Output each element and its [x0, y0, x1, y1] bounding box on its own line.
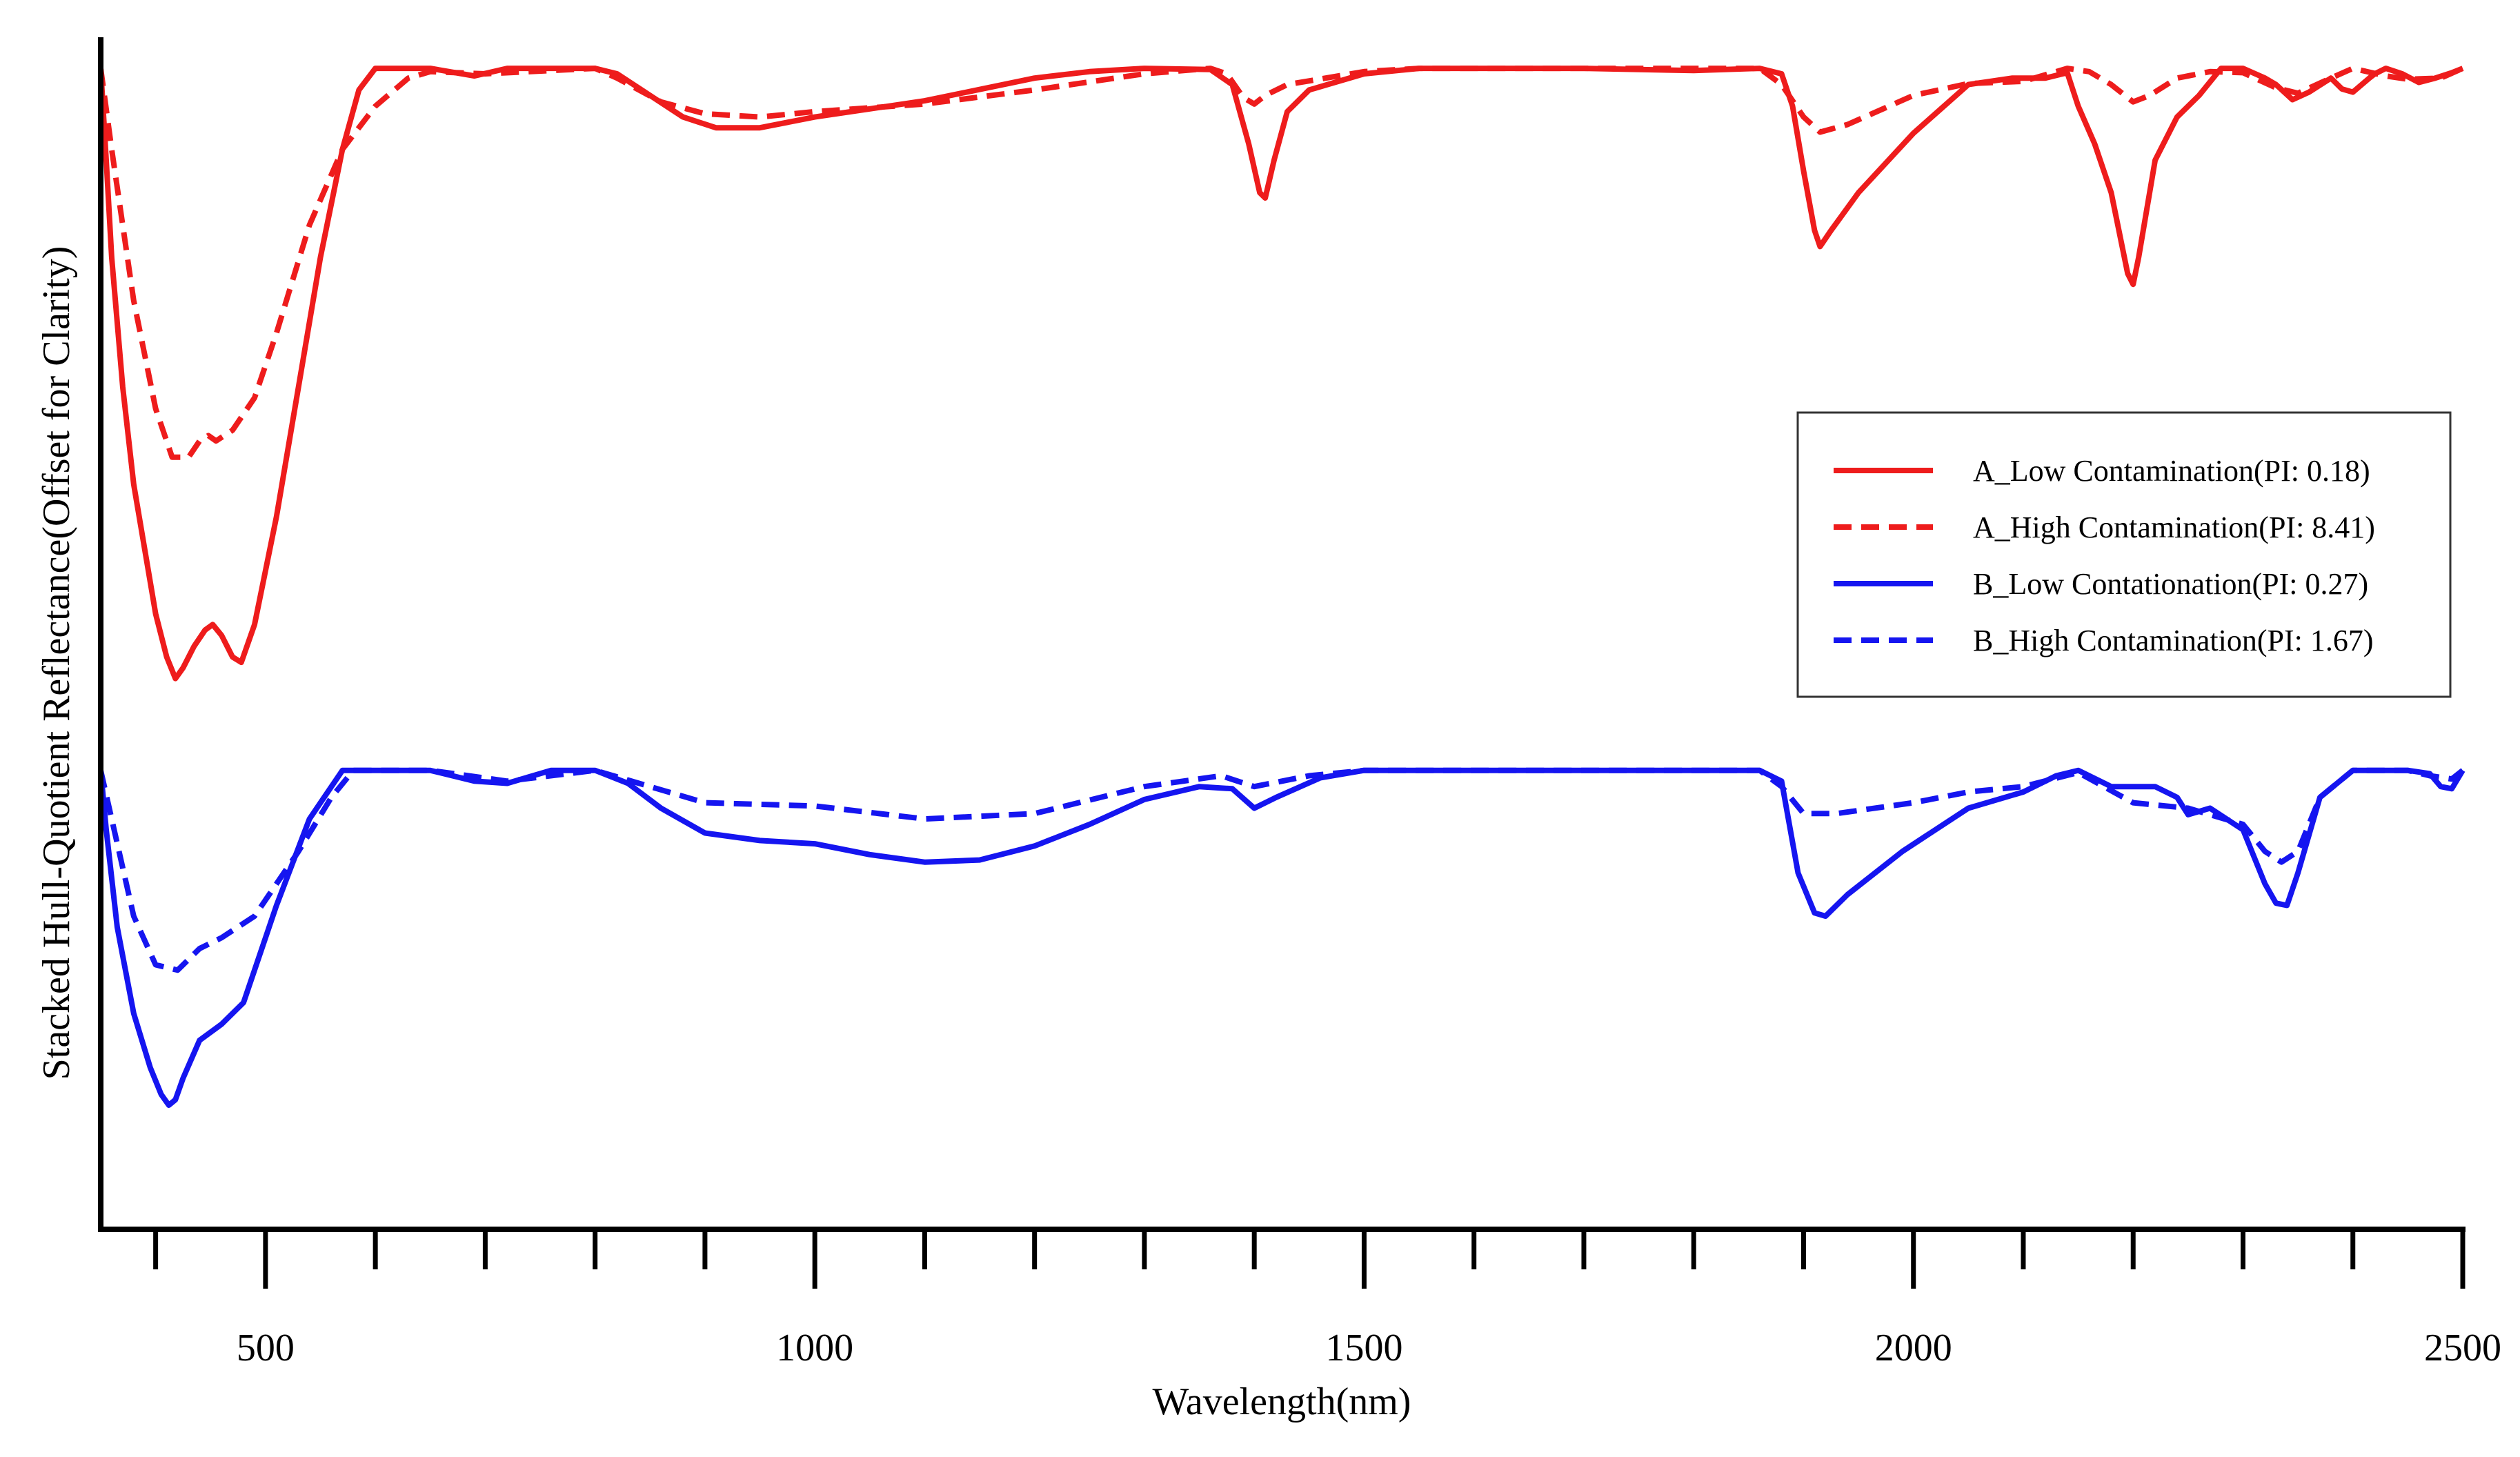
series-layer [98, 66, 2466, 1108]
legend-items: A_Low Contamination(PI: 0.18) A_High Cont… [1834, 454, 2375, 657]
x-tick-label: 1000 [776, 1327, 853, 1369]
x-tick-label: 1500 [1325, 1327, 1402, 1369]
series-line-3 [98, 767, 2466, 1108]
y-axis-title: Stacked Hull-Quotient Reflectance(Offset… [35, 246, 78, 1080]
x-tick-label: 2500 [2424, 1327, 2501, 1369]
x-tick-label: 2000 [1875, 1327, 1952, 1369]
x-ticks: 500 1000 1500 2000 2500 [153, 1229, 2501, 1369]
legend: A_Low Contamination(PI: 0.18) A_High Cont… [1796, 411, 2452, 698]
legend-label: B_High Contamination(PI: 1.67) [1973, 624, 2374, 657]
legend-label: B_Low Contationation(PI: 0.27) [1973, 567, 2368, 601]
series-line-4 [98, 767, 2465, 973]
legend-label: A_High Contamination(PI: 8.41) [1973, 511, 2375, 544]
x-tick-label: 500 [237, 1327, 295, 1369]
legend-label: A_Low Contamination(PI: 0.18) [1973, 454, 2370, 488]
axes-layer: 500 1000 1500 2000 2500 [98, 37, 2501, 1369]
x-axis-title: Wavelength(nm) [1153, 1380, 1411, 1423]
legend-item: B_Low Contationation(PI: 0.27) [1834, 567, 2368, 601]
series-line-2 [98, 66, 2464, 460]
legend-item: A_High Contamination(PI: 8.41) [1834, 511, 2375, 544]
series-line-1 [98, 66, 2464, 682]
legend-item: B_High Contamination(PI: 1.67) [1834, 624, 2374, 657]
legend-box [1796, 411, 2452, 698]
legend-item: A_Low Contamination(PI: 0.18) [1834, 454, 2370, 488]
